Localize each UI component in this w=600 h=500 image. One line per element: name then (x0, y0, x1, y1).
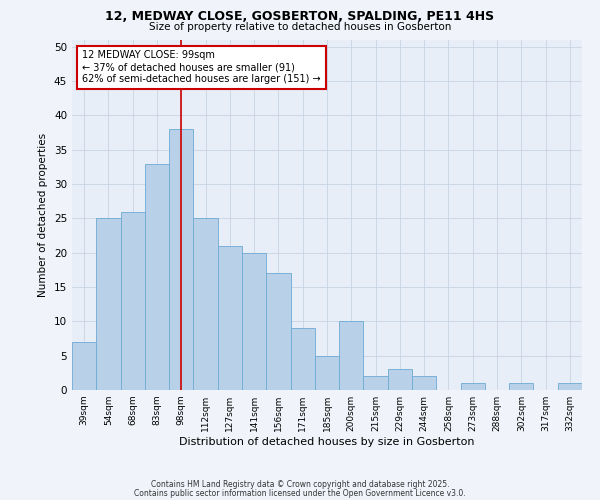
Bar (364, 376, 388, 390)
Bar (121, 212, 145, 390)
Text: Contains public sector information licensed under the Open Government Licence v3: Contains public sector information licen… (134, 488, 466, 498)
Bar (339, 322, 364, 390)
Bar (218, 246, 242, 390)
Text: 12, MEDWAY CLOSE, GOSBERTON, SPALDING, PE11 4HS: 12, MEDWAY CLOSE, GOSBERTON, SPALDING, P… (106, 10, 494, 23)
Bar (169, 129, 193, 390)
Bar (193, 218, 218, 390)
Bar (290, 328, 315, 390)
Bar (96, 218, 121, 390)
Bar (266, 274, 290, 390)
Text: Size of property relative to detached houses in Gosberton: Size of property relative to detached ho… (149, 22, 451, 32)
Bar (412, 376, 436, 390)
Text: Contains HM Land Registry data © Crown copyright and database right 2025.: Contains HM Land Registry data © Crown c… (151, 480, 449, 489)
X-axis label: Distribution of detached houses by size in Gosberton: Distribution of detached houses by size … (179, 437, 475, 447)
Text: 12 MEDWAY CLOSE: 99sqm
← 37% of detached houses are smaller (91)
62% of semi-det: 12 MEDWAY CLOSE: 99sqm ← 37% of detached… (82, 50, 321, 84)
Bar (145, 164, 169, 390)
Bar (388, 370, 412, 390)
Bar (242, 252, 266, 390)
Bar (509, 383, 533, 390)
Bar (315, 356, 339, 390)
Bar (72, 342, 96, 390)
Bar (461, 383, 485, 390)
Bar (558, 383, 582, 390)
Y-axis label: Number of detached properties: Number of detached properties (38, 133, 49, 297)
